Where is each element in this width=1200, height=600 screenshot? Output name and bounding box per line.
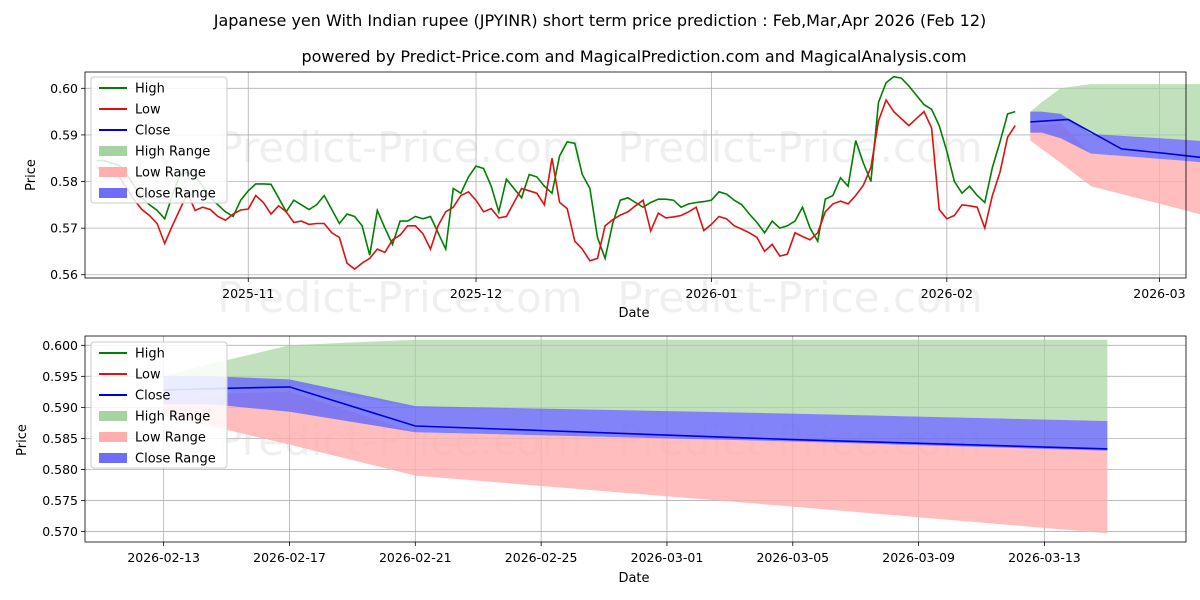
bottom-ytick-label: 0.585 (42, 431, 78, 446)
chart-subtitle: powered by Predict-Price.com and Magical… (301, 47, 966, 66)
legend-close-range-label: Close Range (135, 187, 216, 202)
top-xtick-label: 2025-12 (450, 286, 502, 301)
top-high-range-band (1030, 84, 1200, 141)
bottom-xtick-label: 2026-02-13 (127, 550, 200, 565)
legend-high-range-label: High Range (135, 410, 210, 425)
bottom-tick-labels: 2026-02-13 2026-02-17 2026-02-21 2026-02-25… (42, 338, 1081, 565)
top-ytick-label: 0.58 (50, 174, 78, 189)
bottom-subplot: Predict-Price.com Predict-Price.com 2026… (15, 335, 1187, 586)
legend-low-range-swatch (99, 167, 127, 177)
legend-high-range-swatch (99, 146, 127, 156)
legend-high-range-label: High Range (135, 145, 210, 160)
top-ylabel: Price (24, 159, 39, 191)
top-tick-labels: 2025-11 2025-12 2026-01 2026-02 2026-03 0.56 0… (50, 81, 1185, 301)
legend-close-range-label: Close Range (135, 452, 216, 467)
watermark-top-4: Predict-Price.com (617, 273, 982, 322)
top-close-range-band (1030, 111, 1200, 163)
top-low-range-band (1030, 123, 1200, 215)
legend-high-label: High (135, 82, 165, 97)
legend-close-range-swatch (99, 453, 127, 463)
top-ytick-label: 0.57 (50, 221, 78, 236)
top-xtick-label: 2025-11 (222, 286, 274, 301)
legend-high-label: High (135, 347, 165, 362)
legend-low-label: Low (135, 103, 161, 118)
bottom-plot-area (163, 339, 1108, 534)
top-legend: High Low Close High Range Low Range Close Ran… (90, 76, 228, 204)
bottom-ytick-label: 0.580 (42, 462, 78, 477)
legend-low-range-label: Low Range (135, 166, 206, 181)
watermark-top-3: Predict-Price.com (217, 273, 582, 322)
top-xtick-label: 2026-03 (1133, 286, 1185, 301)
legend-low-range-label: Low Range (135, 431, 206, 446)
bottom-ytick-label: 0.595 (42, 369, 78, 384)
bottom-xtick-label: 2026-02-25 (505, 550, 578, 565)
legend-low-label: Low (135, 368, 161, 383)
bottom-xlabel: Date (618, 571, 649, 586)
top-axes-frame (84, 71, 1187, 279)
top-close-line (1030, 118, 1200, 159)
bottom-axes-frame (84, 335, 1187, 543)
bottom-ytick-label: 0.575 (42, 493, 78, 508)
top-ytick-label: 0.60 (50, 81, 78, 96)
top-low-line (96, 98, 1016, 271)
top-subplot: Predict-Price.com Predict-Price.com Pred… (24, 71, 1200, 322)
top-ytick-label: 0.56 (50, 267, 78, 282)
bottom-high-range-band (163, 339, 1108, 421)
bottom-close-range-band (163, 376, 1108, 451)
chart-title: Japanese yen With Indian rupee (JPYINR) … (213, 11, 987, 30)
top-grid (85, 72, 1186, 278)
top-ytick-label: 0.59 (50, 127, 78, 142)
bottom-ylabel: Price (15, 424, 30, 456)
legend-high-range-swatch (99, 411, 127, 421)
bottom-ytick-label: 0.590 (42, 400, 78, 415)
watermark-top-2: Predict-Price.com (617, 123, 982, 172)
top-high-line (96, 75, 1016, 262)
legend-low-range-swatch (99, 432, 127, 442)
bottom-xtick-label: 2026-02-21 (379, 550, 452, 565)
bottom-legend: High Low Close High Range Low Range Close Ran… (90, 341, 228, 469)
legend-close-label: Close (135, 124, 170, 139)
top-xlabel: Date (618, 306, 649, 321)
legend-close-label: Close (135, 389, 170, 404)
top-xtick-label: 2026-01 (685, 286, 737, 301)
bottom-xtick-label: 2026-03-01 (631, 550, 704, 565)
legend-close-range-swatch (99, 188, 127, 198)
top-xtick-label: 2026-02 (921, 286, 973, 301)
top-plot-area (96, 75, 1200, 271)
bottom-xtick-label: 2026-02-17 (253, 550, 326, 565)
bottom-ytick-label: 0.570 (42, 524, 78, 539)
bottom-xtick-label: 2026-03-09 (882, 550, 955, 565)
bottom-xtick-label: 2026-03-13 (1008, 550, 1081, 565)
bottom-ytick-label: 0.600 (42, 338, 78, 353)
watermark-top-1: Predict-Price.com (217, 123, 582, 172)
bottom-xtick-label: 2026-03-05 (756, 550, 829, 565)
